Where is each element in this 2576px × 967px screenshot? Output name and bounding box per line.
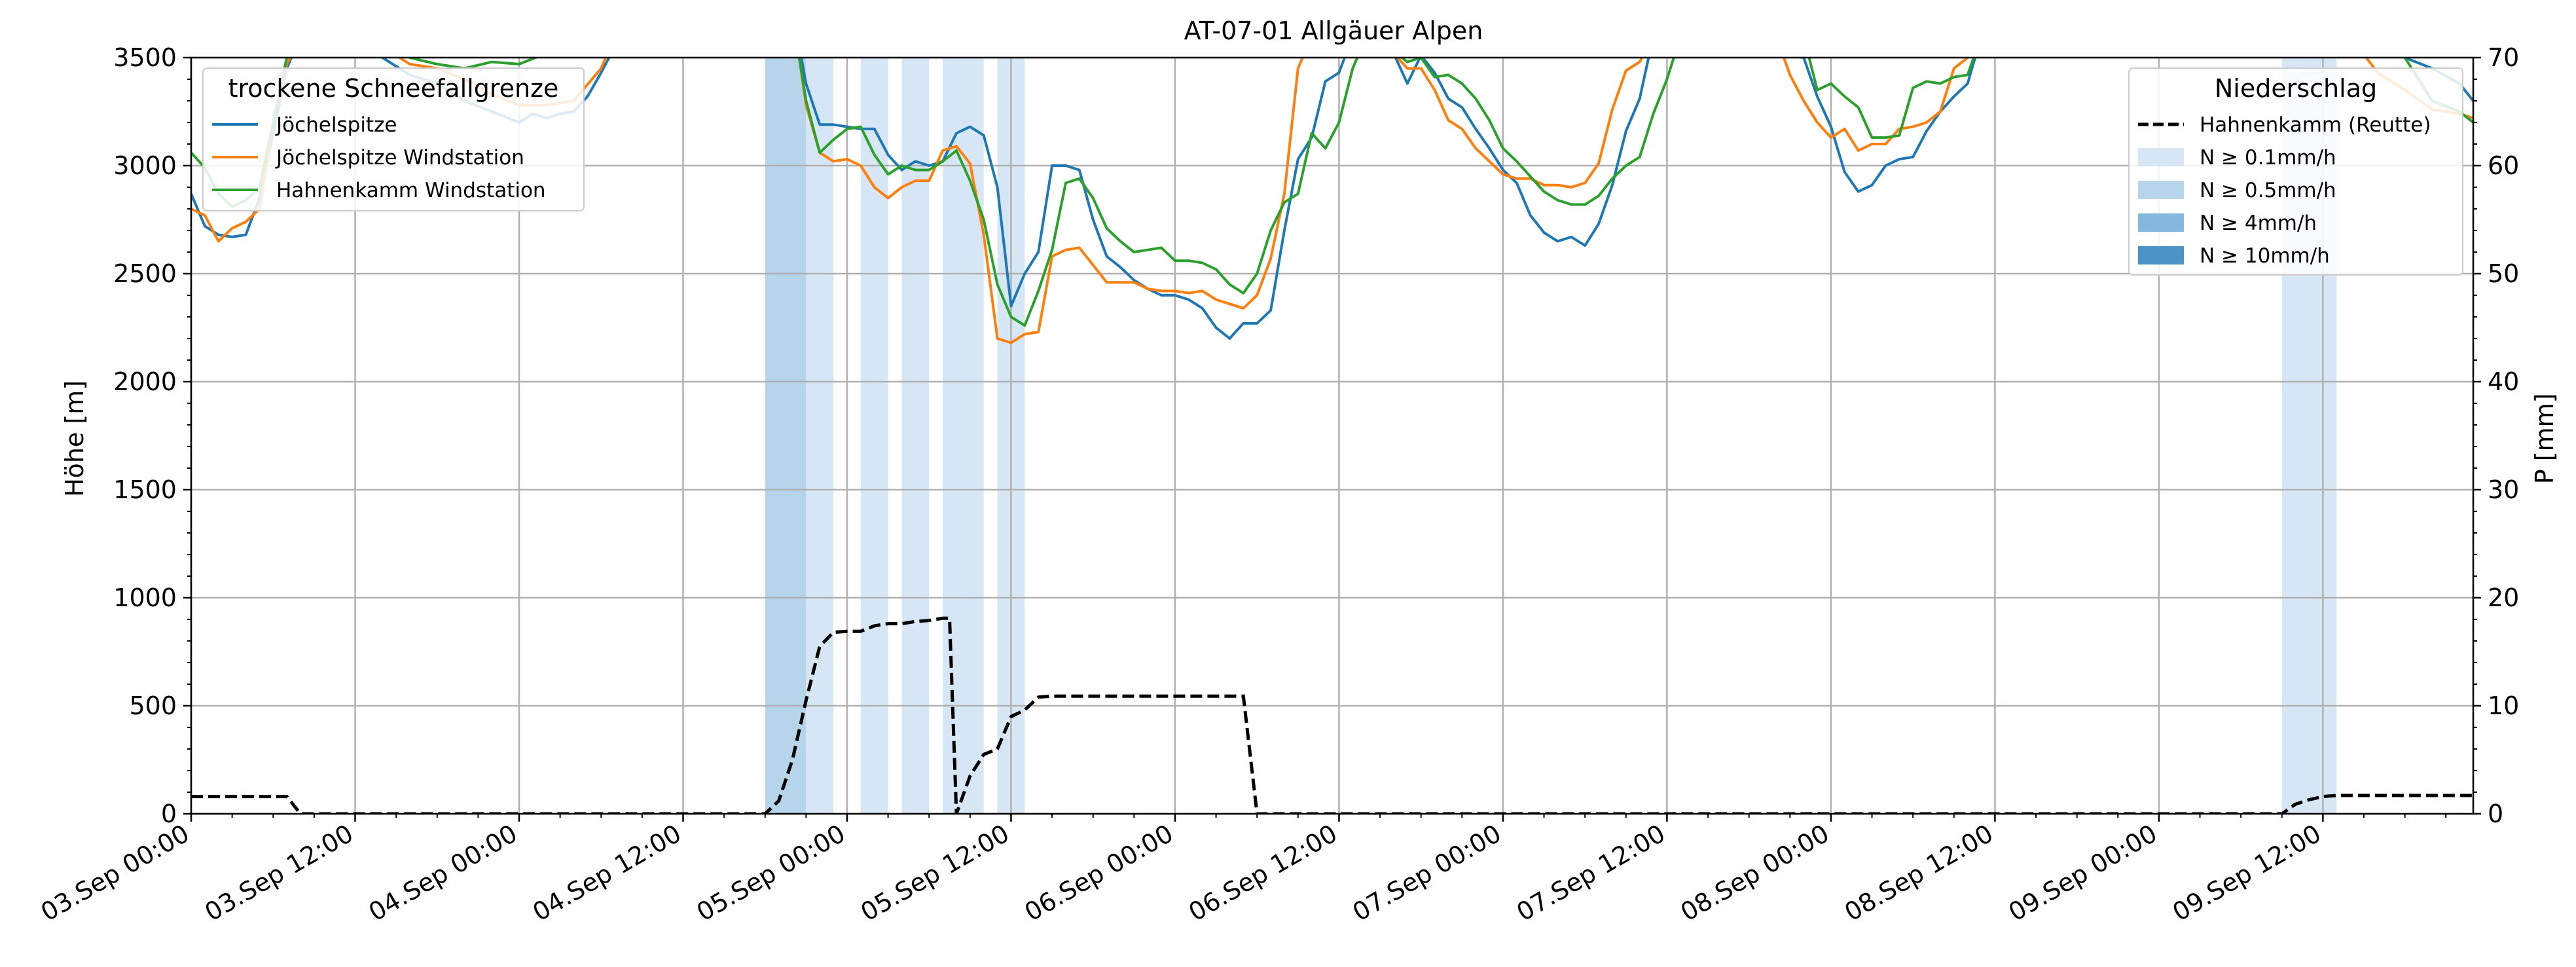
y-axis-label-right: P [mm] — [2530, 393, 2559, 484]
legend-swatch — [2138, 148, 2184, 166]
precip-band — [943, 58, 956, 814]
legend-label: Hahnenkamm Windstation — [276, 179, 546, 202]
y-tick-label-right: 10 — [2488, 691, 2519, 720]
legend-swatch — [2138, 181, 2184, 199]
precip-band — [765, 58, 807, 814]
precip-line — [191, 616, 2473, 814]
legend-title: trockene Schneefallgrenze — [228, 74, 559, 103]
precip-band — [860, 58, 875, 814]
legend-label: N ≥ 0.5mm/h — [2200, 179, 2336, 202]
y-tick-label-left: 500 — [129, 691, 177, 720]
plot-frame — [190, 56, 2475, 815]
precip-band — [956, 58, 984, 814]
precip-band — [915, 58, 930, 814]
legend-snowline: trockene Schneefallgrenze Jöchelspitze Jöc… — [202, 67, 585, 211]
chart-title: AT-07-01 Allgäuer Alpen — [1184, 16, 1483, 45]
y-axis-label-left: Höhe [m] — [60, 380, 89, 497]
legend-box — [2128, 67, 2463, 276]
y-tick-label-left: 0 — [161, 799, 177, 828]
y-tick-label-right: 70 — [2488, 43, 2519, 72]
series-line-2 — [191, 58, 2473, 327]
y-tick-label-right: 0 — [2488, 799, 2503, 828]
y-tick-label-left: 2500 — [113, 259, 177, 288]
y-tick-label-left: 3500 — [113, 43, 177, 72]
y-tick-label-right: 60 — [2488, 151, 2519, 180]
legend-label: N ≥ 4mm/h — [2200, 211, 2317, 235]
y-tick-label-right: 30 — [2488, 475, 2519, 504]
y-tick-label-left: 2000 — [113, 367, 177, 396]
y-tick-label-left: 1000 — [113, 583, 177, 612]
legend-title: Niederschlag — [2215, 74, 2377, 103]
legend-swatch — [2138, 246, 2184, 265]
legend-label: Hahnenkamm (Reutte) — [2200, 113, 2431, 137]
legend-precipitation: Niederschlag Hahnenkamm (Reutte) N ≥ 0.1mm… — [2128, 67, 2463, 276]
y-tick-label-right: 40 — [2488, 367, 2519, 396]
precip-band — [806, 58, 834, 814]
legend-box — [202, 67, 585, 211]
y-tick-label-left: 1500 — [113, 475, 177, 504]
y-tick-label-right: 50 — [2488, 259, 2519, 288]
y-tick-label-right: 20 — [2488, 583, 2519, 612]
legend-swatch — [2138, 213, 2184, 232]
legend-label: Jöchelspitze — [275, 113, 397, 137]
legend-label: N ≥ 10mm/h — [2200, 244, 2330, 268]
legend-label: Jöchelspitze Windstation — [275, 146, 524, 170]
y-tick-label-left: 3000 — [113, 151, 177, 180]
legend-label: N ≥ 0.1mm/h — [2200, 146, 2336, 170]
precip-band — [901, 58, 916, 814]
